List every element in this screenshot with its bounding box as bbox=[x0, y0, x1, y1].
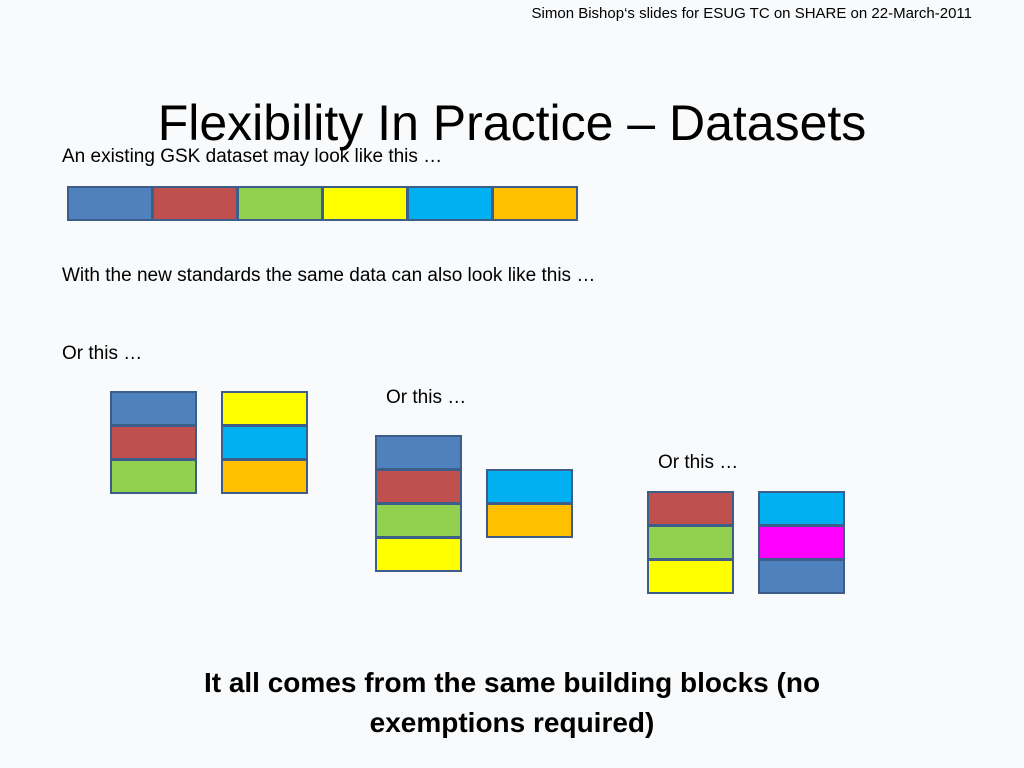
caption-new-standards: With the new standards the same data can… bbox=[62, 265, 596, 286]
caption-or-this-2: Or this … bbox=[386, 387, 467, 408]
orange-block bbox=[486, 503, 573, 538]
red-block bbox=[110, 425, 197, 460]
yellow-block bbox=[221, 391, 308, 426]
cyan-block bbox=[486, 469, 573, 504]
red-block bbox=[647, 491, 734, 526]
caption-or-this-1: Or this … bbox=[62, 343, 143, 364]
slide-title: Flexibility In Practice – Datasets bbox=[157, 94, 867, 151]
conclusion-text: It all comes from the same building bloc… bbox=[203, 667, 821, 738]
green-block bbox=[375, 503, 462, 538]
cyan-block bbox=[758, 491, 845, 526]
arrangement-1-stack-b bbox=[221, 391, 308, 494]
green-block bbox=[647, 525, 734, 560]
arrangement-2-stack-b bbox=[486, 469, 573, 538]
blue-block bbox=[758, 559, 845, 594]
existing-dataset-strip bbox=[67, 186, 578, 221]
blue-block bbox=[375, 435, 462, 470]
green-block bbox=[110, 459, 197, 494]
caption-existing-dataset: An existing GSK dataset may look like th… bbox=[62, 146, 443, 167]
arrangement-2-stack-a bbox=[375, 435, 462, 572]
blue-block bbox=[110, 391, 197, 426]
orange-block bbox=[492, 186, 578, 221]
red-block bbox=[152, 186, 238, 221]
arrangement-1-stack-a bbox=[110, 391, 197, 494]
yellow-block bbox=[375, 537, 462, 572]
cyan-block bbox=[221, 425, 308, 460]
blue-block bbox=[67, 186, 153, 221]
green-block bbox=[237, 186, 323, 221]
magenta-block bbox=[758, 525, 845, 560]
yellow-block bbox=[647, 559, 734, 594]
cyan-block bbox=[407, 186, 493, 221]
header-note: Simon Bishop‘s slides for ESUG TC on SHA… bbox=[531, 5, 972, 22]
orange-block bbox=[221, 459, 308, 494]
yellow-block bbox=[322, 186, 408, 221]
red-block bbox=[375, 469, 462, 504]
arrangement-3-stack-a bbox=[647, 491, 734, 594]
caption-or-this-3: Or this … bbox=[658, 452, 739, 473]
arrangement-3-stack-b bbox=[758, 491, 845, 594]
